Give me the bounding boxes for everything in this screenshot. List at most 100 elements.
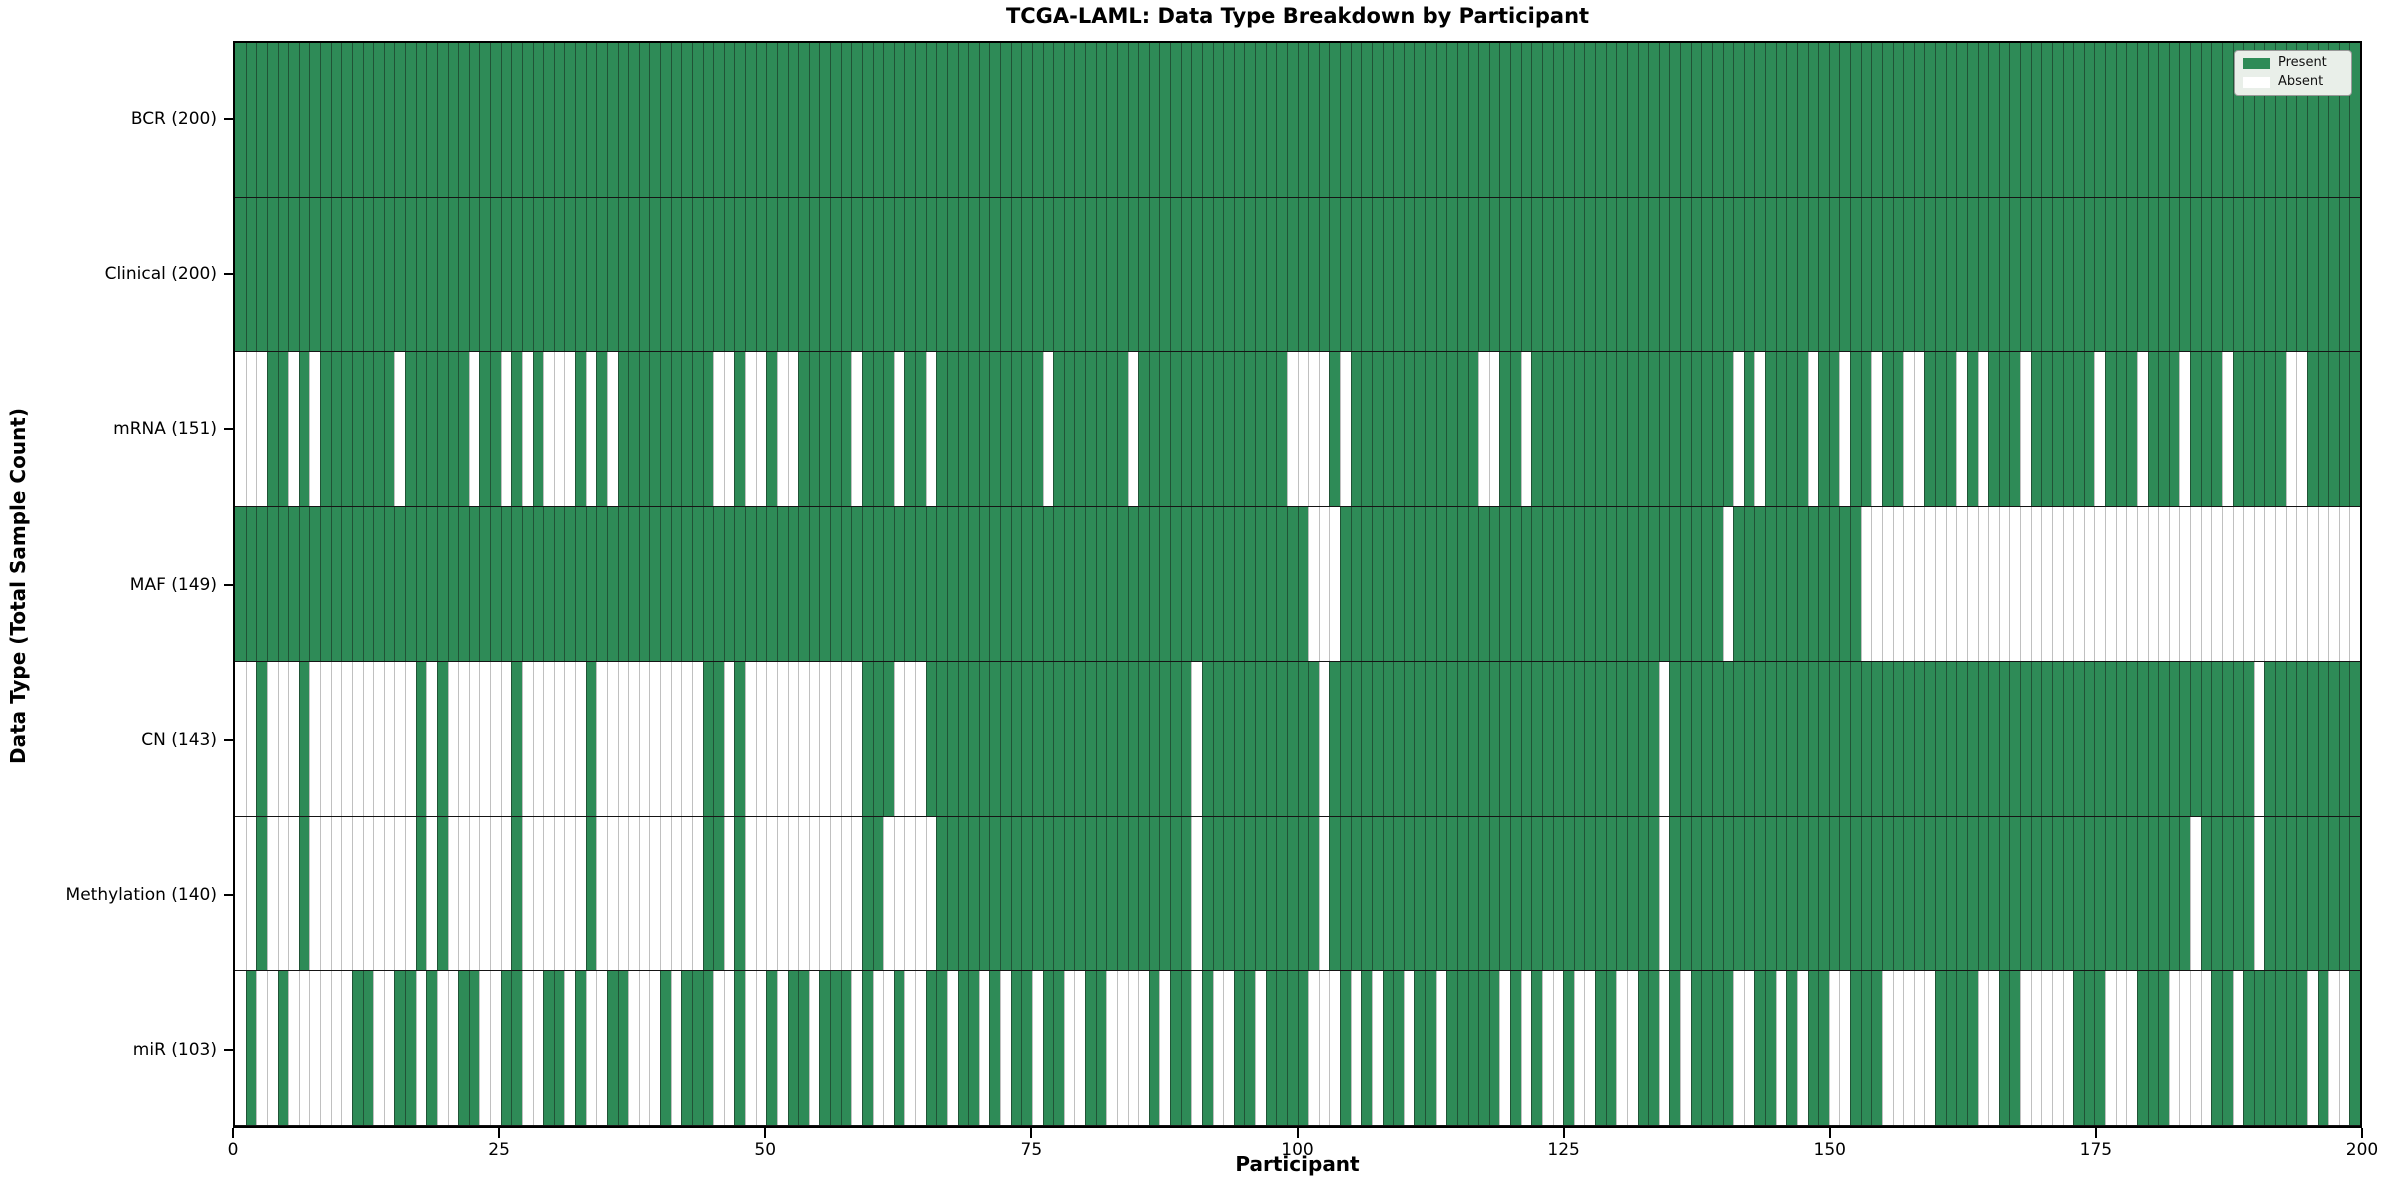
cell-CN-57	[840, 661, 852, 816]
cell-mRNA-61	[883, 352, 894, 507]
cell-BCR-163	[1966, 43, 1978, 197]
cell-MAF-47	[734, 507, 745, 661]
cell-miR-120	[1510, 971, 1521, 1125]
cell-miR-46	[723, 971, 735, 1125]
cell-CN-185	[2200, 661, 2212, 816]
cell-mRNA-44	[702, 352, 714, 507]
cell-Methylation-95	[1244, 816, 1255, 971]
cell-CN-75	[1031, 661, 1043, 816]
cell-MAF-26	[511, 507, 522, 661]
cell-MAF-179	[2136, 507, 2148, 661]
cell-Clinical-102	[1318, 197, 1330, 352]
cell-MAF-77	[1053, 507, 1064, 661]
cell-MAF-80	[1085, 507, 1096, 661]
cell-miR-69	[968, 971, 979, 1125]
cell-BCR-147	[1796, 43, 1808, 197]
cell-miR-171	[2051, 971, 2063, 1125]
cell-miR-52	[787, 971, 799, 1125]
cell-mRNA-132	[1637, 352, 1649, 507]
cell-CN-101	[1308, 661, 1319, 816]
cell-miR-105	[1350, 971, 1362, 1125]
cell-miR-183	[2179, 971, 2190, 1125]
cell-MAF-71	[989, 507, 1000, 661]
cell-Clinical-138	[1701, 197, 1712, 352]
cell-CN-73	[1010, 661, 1022, 816]
cell-BCR-75	[1031, 43, 1043, 197]
cell-BCR-57	[840, 43, 852, 197]
cell-miR-185	[2200, 971, 2212, 1125]
cell-BCR-5	[288, 43, 299, 197]
cell-Clinical-71	[989, 197, 1000, 352]
cell-Methylation-24	[490, 816, 501, 971]
cell-Clinical-123	[1541, 197, 1553, 352]
cell-mRNA-163	[1966, 352, 1978, 507]
cell-miR-157	[1903, 971, 1914, 1125]
cell-Methylation-31	[564, 816, 575, 971]
cell-Clinical-35	[606, 197, 618, 352]
cell-Clinical-55	[819, 197, 830, 352]
cell-miR-17	[415, 971, 427, 1125]
cell-Clinical-164	[1977, 197, 1989, 352]
cell-BCR-68	[957, 43, 969, 197]
cell-Methylation-103	[1329, 816, 1340, 971]
cell-MAF-122	[1531, 507, 1542, 661]
cell-Methylation-104	[1340, 816, 1351, 971]
cell-Methylation-73	[1010, 816, 1022, 971]
cell-MAF-199	[2349, 507, 2360, 661]
cell-miR-115	[1456, 971, 1468, 1125]
cell-mRNA-39	[649, 352, 660, 507]
cell-Clinical-114	[1446, 197, 1457, 352]
cell-BCR-54	[808, 43, 820, 197]
cell-BCR-82	[1106, 43, 1117, 197]
cell-mRNA-138	[1701, 352, 1712, 507]
cell-miR-47	[734, 971, 745, 1125]
cell-CN-160	[1935, 661, 1946, 816]
cell-BCR-72	[1000, 43, 1011, 197]
cell-BCR-156	[1892, 43, 1904, 197]
cell-MAF-62	[893, 507, 905, 661]
cell-MAF-136	[1680, 507, 1691, 661]
cell-MAF-119	[1499, 507, 1510, 661]
cell-mRNA-156	[1892, 352, 1904, 507]
cell-Methylation-43	[691, 816, 703, 971]
cell-Methylation-9	[330, 816, 342, 971]
cell-Clinical-76	[1042, 197, 1054, 352]
cell-BCR-40	[660, 43, 671, 197]
cell-BCR-148	[1807, 43, 1819, 197]
cell-Methylation-132	[1637, 816, 1649, 971]
cell-BCR-52	[787, 43, 799, 197]
cell-mRNA-13	[373, 352, 384, 507]
cell-Clinical-26	[511, 197, 522, 352]
cell-CN-14	[383, 661, 395, 816]
cell-Clinical-124	[1552, 197, 1564, 352]
cell-BCR-31	[564, 43, 575, 197]
cell-Methylation-77	[1053, 816, 1064, 971]
cell-MAF-128	[1595, 507, 1606, 661]
legend: Present Absent	[2234, 50, 2352, 96]
cell-Clinical-118	[1488, 197, 1500, 352]
cell-Clinical-31	[564, 197, 575, 352]
cell-Clinical-174	[2083, 197, 2095, 352]
cell-mRNA-59	[861, 352, 873, 507]
cell-CN-49	[755, 661, 767, 816]
cell-mRNA-48	[745, 352, 756, 507]
cell-mRNA-111	[1414, 352, 1425, 507]
cell-CN-159	[1924, 661, 1935, 816]
cell-Clinical-9	[330, 197, 342, 352]
cell-Methylation-129	[1605, 816, 1617, 971]
cell-Methylation-152	[1850, 816, 1861, 971]
cell-BCR-194	[2296, 43, 2307, 197]
cell-miR-164	[1977, 971, 1989, 1125]
cell-Methylation-124	[1552, 816, 1564, 971]
cell-mRNA-95	[1244, 352, 1255, 507]
cell-BCR-111	[1414, 43, 1425, 197]
cell-Clinical-99	[1286, 197, 1298, 352]
cell-miR-35	[606, 971, 618, 1125]
cell-Clinical-189	[2243, 197, 2254, 352]
cell-Clinical-53	[798, 197, 809, 352]
cell-mRNA-128	[1595, 352, 1606, 507]
cell-CN-181	[2158, 661, 2169, 816]
cell-Clinical-158	[1913, 197, 1925, 352]
cell-MAF-180	[2147, 507, 2159, 661]
cell-BCR-11	[351, 43, 363, 197]
